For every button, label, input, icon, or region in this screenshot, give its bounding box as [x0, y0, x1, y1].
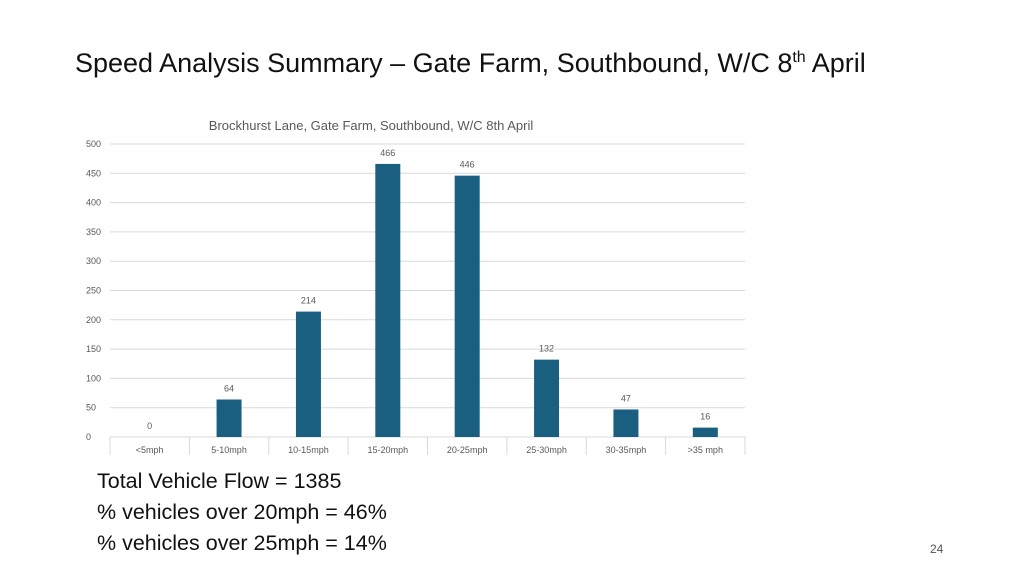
x-tick-label: >35 mph: [688, 445, 723, 455]
y-tick-label: 500: [86, 139, 101, 149]
y-tick-label: 300: [86, 256, 101, 266]
page-number: 24: [930, 542, 944, 556]
x-tick-label: 25-30mph: [526, 445, 567, 455]
x-tick-label: 5-10mph: [211, 445, 247, 455]
bar: [375, 163, 401, 437]
summary-block: Total Vehicle Flow = 1385 % vehicles ove…: [97, 466, 387, 559]
bar: [613, 409, 639, 437]
bar: [534, 359, 560, 437]
slide-title: Speed Analysis Summary – Gate Farm, Sout…: [75, 48, 866, 79]
x-tick-label: 20-25mph: [447, 445, 488, 455]
x-tick-label: 30-35mph: [606, 445, 647, 455]
summary-over-25mph: % vehicles over 25mph = 14%: [97, 531, 387, 555]
data-labels: 0 64 214 466 446 132 47 16: [147, 148, 710, 431]
y-tick-label: 400: [86, 198, 101, 208]
x-tick-label: <5mph: [136, 445, 164, 455]
bar: [692, 427, 718, 437]
y-tick-label: 0: [86, 432, 91, 442]
data-label: 466: [380, 148, 395, 158]
data-label: 16: [700, 412, 710, 422]
bars: [216, 163, 718, 438]
y-tick-label: 50: [86, 403, 96, 413]
bar: [216, 399, 242, 437]
y-tick-label: 350: [86, 227, 101, 237]
x-tick-label: 10-15mph: [288, 445, 329, 455]
gridlines: [109, 143, 746, 455]
data-label: 214: [301, 296, 316, 306]
x-tick-label: 15-20mph: [368, 445, 409, 455]
data-label: 64: [224, 383, 234, 393]
slide-title-end: April: [805, 48, 866, 78]
y-tick-label: 100: [86, 373, 101, 383]
chart-title: Brockhurst Lane, Gate Farm, Southbound, …: [209, 118, 534, 133]
y-tick-label: 450: [86, 168, 101, 178]
bar: [454, 175, 480, 438]
data-label: 0: [147, 421, 152, 431]
data-label: 446: [460, 160, 475, 170]
y-tick-label: 200: [86, 315, 101, 325]
bar: [295, 311, 321, 437]
y-axis-tick-labels: 0 50 100 150 200 250 300 350 400 450 500: [86, 139, 101, 442]
slide-title-superscript: th: [792, 49, 806, 66]
y-tick-label: 150: [86, 344, 101, 354]
summary-over-20mph: % vehicles over 20mph = 46%: [97, 500, 387, 524]
data-label: 132: [539, 344, 554, 354]
x-axis-tick-labels: <5mph 5-10mph 10-15mph 15-20mph 20-25mph 25-3…: [136, 445, 723, 455]
slide-title-main: Speed Analysis Summary – Gate Farm, Sout…: [75, 48, 793, 78]
y-tick-label: 250: [86, 286, 101, 296]
summary-total-flow: Total Vehicle Flow = 1385: [97, 469, 342, 493]
data-label: 47: [621, 393, 631, 403]
